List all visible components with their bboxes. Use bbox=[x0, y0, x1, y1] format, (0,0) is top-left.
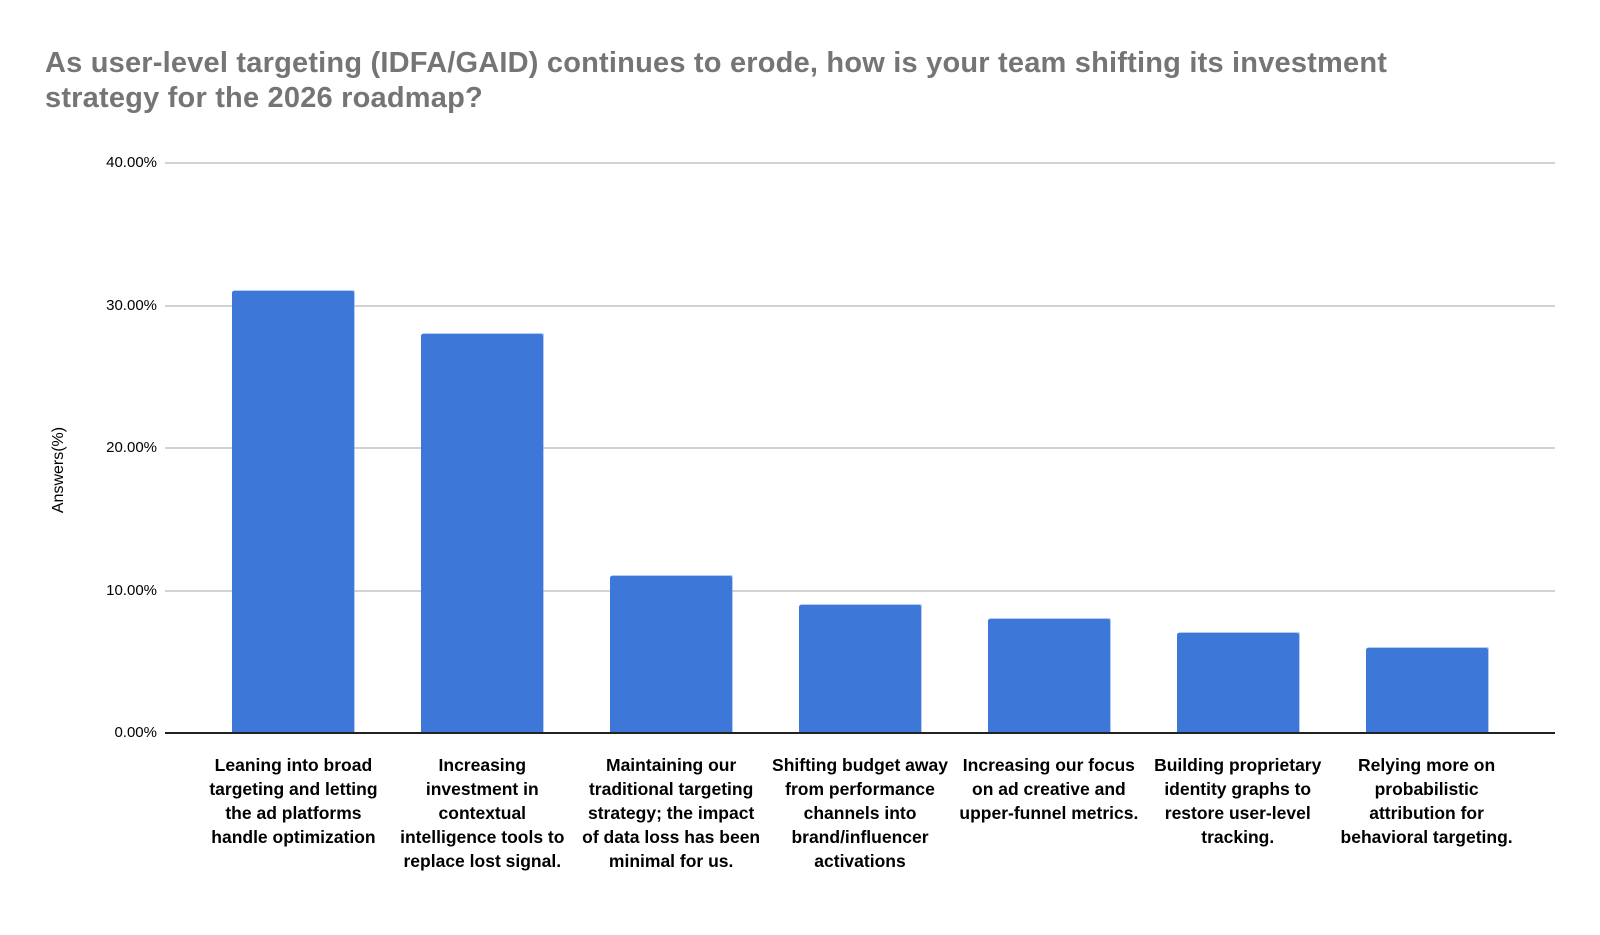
y-tick-label-10.00%: 10.00% bbox=[106, 581, 157, 599]
bars-container bbox=[199, 163, 1521, 733]
bar-3[interactable] bbox=[610, 576, 733, 733]
x-category-label-3: Maintaining our traditional targeting st… bbox=[582, 755, 761, 871]
x-category-label-7: Relying more on probabilistic attributio… bbox=[1340, 755, 1513, 847]
x-category-label-6: Building proprietary identity graphs to … bbox=[1154, 755, 1322, 847]
x-axis-category-labels: Leaning into broad targeting and letting… bbox=[199, 753, 1521, 873]
x-category-label-5: Increasing our focus on ad creative and … bbox=[959, 755, 1139, 823]
y-tick-label-0.00%: 0.00% bbox=[114, 724, 157, 741]
bar-slot-6 bbox=[1143, 163, 1332, 733]
bar-1[interactable] bbox=[232, 291, 355, 733]
x-category-label-1: Leaning into broad targeting and letting… bbox=[209, 755, 378, 847]
plot-area bbox=[165, 162, 1555, 734]
y-tick-label-30.00%: 30.00% bbox=[106, 296, 157, 314]
gridline-10.00% bbox=[165, 589, 1555, 592]
bar-slot-5 bbox=[954, 163, 1143, 733]
bar-5[interactable] bbox=[987, 619, 1110, 733]
y-tick-label-20.00%: 20.00% bbox=[106, 439, 157, 456]
bar-4[interactable] bbox=[799, 604, 921, 733]
y-tick-label-40.00%: 40.00% bbox=[106, 154, 157, 171]
bar-slot-4 bbox=[766, 163, 955, 733]
x-category-label-4: Shifting budget away from performance ch… bbox=[772, 755, 948, 871]
bar-slot-2 bbox=[388, 163, 577, 733]
bar-2[interactable] bbox=[421, 334, 544, 733]
gridline-30.00% bbox=[165, 304, 1555, 307]
bar-slot-1 bbox=[199, 163, 388, 733]
y-axis-title: Answers(%) bbox=[50, 426, 67, 514]
bar-slot-3 bbox=[577, 163, 766, 733]
chart-title: As user-level targeting (IDFA/GAID) cont… bbox=[45, 46, 1525, 116]
bar-slot-7 bbox=[1332, 163, 1521, 733]
x-category-label-2: Increasing investment in contextual inte… bbox=[400, 755, 565, 871]
bar-7[interactable] bbox=[1365, 647, 1488, 733]
chart-title-line-1: As user-level targeting (IDFA/GAID) cont… bbox=[45, 47, 1388, 79]
chart-title-line-2: strategy for the 2026 roadmap? bbox=[45, 82, 483, 114]
x-axis-line bbox=[165, 732, 1555, 734]
gridline-40.00% bbox=[165, 162, 1555, 164]
bar-6[interactable] bbox=[1176, 633, 1299, 733]
gridline-20.00% bbox=[165, 447, 1555, 449]
